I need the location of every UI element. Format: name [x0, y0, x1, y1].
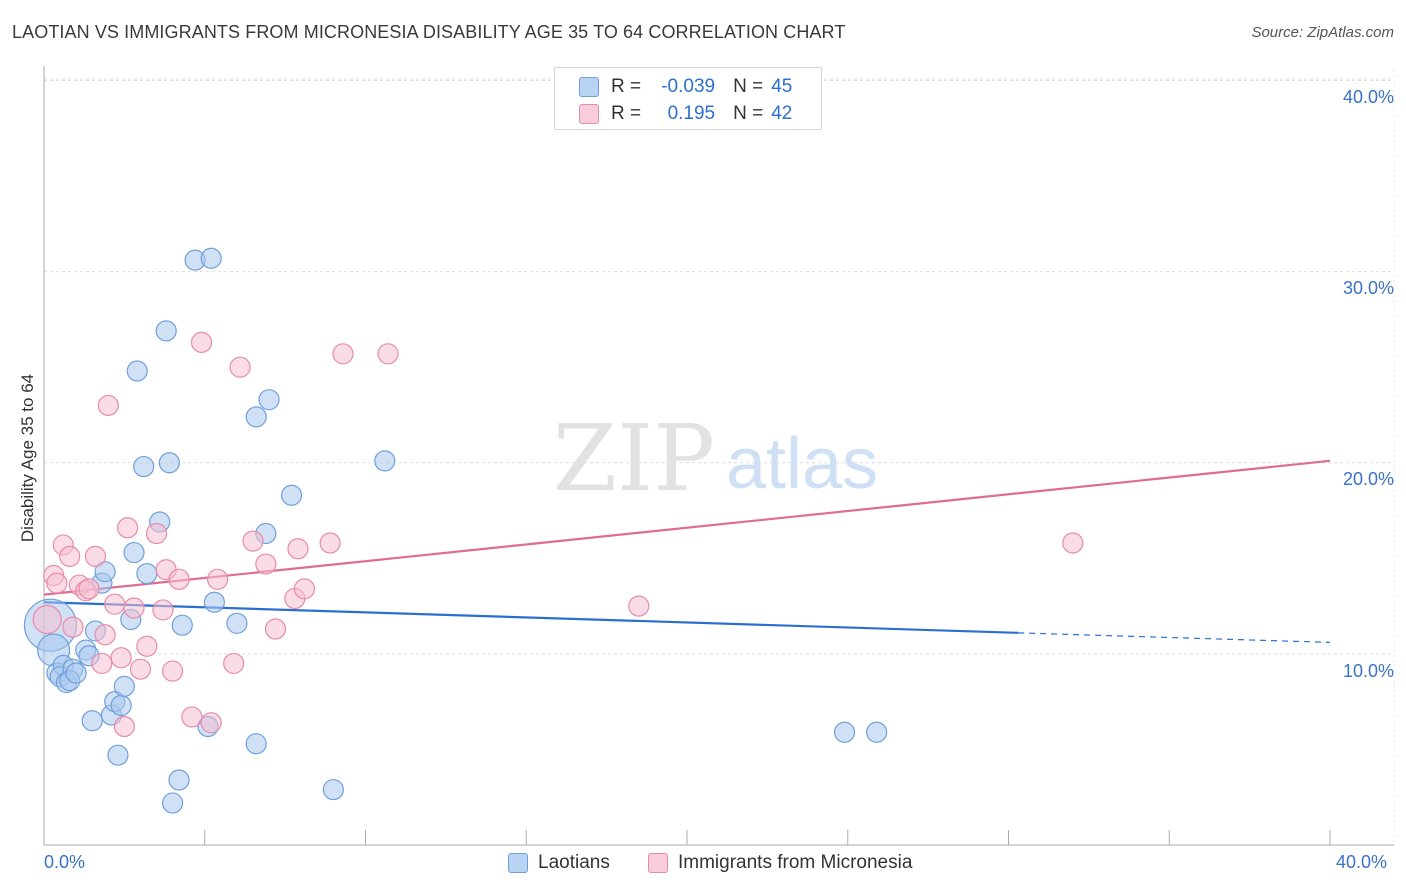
point-laotians [280, 484, 303, 506]
point-micronesia [94, 624, 116, 646]
x-tick-label-min: 0.0% [44, 852, 86, 872]
point-laotians [113, 675, 135, 697]
point-micronesia [168, 568, 190, 590]
legend-r-label: R = [611, 76, 642, 97]
point-micronesia [110, 647, 132, 669]
point-micronesia [332, 343, 354, 365]
point-laotians [162, 792, 184, 814]
point-micronesia [223, 652, 245, 675]
point-micronesia [129, 658, 152, 680]
legend-swatch-pink [579, 104, 599, 124]
point-laotians [81, 710, 103, 732]
legend-item-laotians[interactable]: Laotians [508, 852, 610, 874]
point-micronesia [91, 652, 113, 675]
point-laotians [374, 450, 396, 472]
point-micronesia [190, 331, 213, 353]
y-tick-label-20: 20.0% [1342, 469, 1394, 489]
point-micronesia [1062, 532, 1084, 554]
legend-swatch-blue [579, 77, 599, 97]
legend-swatch-blue [508, 853, 528, 873]
chart-title: LAOTIAN VS IMMIGRANTS FROM MICRONESIA DI… [12, 22, 846, 42]
legend-label-laotians: Laotians [538, 852, 610, 873]
legend-label-micronesia: Immigrants from Micronesia [678, 852, 913, 873]
point-laotians [833, 721, 856, 743]
legend-n-label: N = [733, 103, 764, 124]
point-micronesia [200, 712, 222, 734]
point-micronesia [104, 593, 126, 615]
point-laotians [245, 733, 267, 755]
point-micronesia [78, 578, 100, 600]
legend-swatch-pink [648, 853, 668, 873]
point-laotians [136, 563, 158, 585]
point-micronesia [123, 597, 145, 619]
legend-row-micronesia: R = 0.195 N = 42 [579, 102, 792, 126]
point-micronesia [181, 706, 203, 728]
point-micronesia [116, 517, 139, 539]
legend-r-value: -0.039 [661, 76, 716, 97]
point-micronesia [319, 532, 341, 554]
point-micronesia [59, 545, 81, 568]
point-micronesia [84, 545, 107, 568]
point-micronesia [229, 356, 251, 378]
watermark-atlas: atlas [726, 424, 878, 504]
point-laotians [171, 614, 193, 636]
point-laotians [110, 694, 132, 717]
y-tick-label-30: 30.0% [1342, 278, 1394, 298]
point-micronesia [293, 578, 316, 600]
point-micronesia [377, 343, 399, 365]
trend-line-micronesia [43, 459, 1331, 596]
series-legend: Laotians Immigrants from Micronesia [0, 852, 1406, 878]
point-micronesia [145, 522, 168, 545]
legend-item-micronesia[interactable]: Immigrants from Micronesia [648, 852, 912, 874]
point-micronesia [152, 599, 174, 621]
point-laotians [158, 452, 180, 474]
legend-n-value: 42 [771, 103, 793, 124]
point-micronesia [242, 530, 264, 552]
point-laotians [155, 320, 177, 342]
point-laotians [245, 406, 267, 428]
point-laotians [126, 360, 148, 382]
point-laotians [200, 247, 222, 269]
point-micronesia [32, 604, 62, 635]
source-label: Source: ZipAtlas.com [1251, 24, 1394, 41]
point-micronesia [207, 568, 229, 590]
y-tick-label-40: 40.0% [1342, 87, 1394, 107]
point-laotians [258, 389, 280, 411]
point-micronesia [97, 394, 119, 417]
point-micronesia [113, 715, 135, 738]
point-laotians [226, 612, 248, 634]
legend-row-laotians: R = -0.039 N = 45 [579, 75, 792, 99]
legend-r-value: 0.195 [667, 103, 716, 124]
point-laotians [65, 662, 87, 684]
point-micronesia [62, 616, 84, 638]
point-laotians [107, 744, 129, 766]
legend-n-label: N = [733, 76, 764, 97]
point-micronesia [162, 660, 184, 682]
correlation-legend: R = -0.039 N = 45 R = 0.195 N = 42 [554, 67, 822, 130]
point-laotians [133, 455, 155, 478]
x-tick-label-max: 40.0% [1336, 852, 1388, 872]
watermark-zip: ZIP [553, 405, 715, 512]
point-laotians [168, 769, 190, 791]
point-laotians [123, 541, 145, 564]
legend-r-label: R = [611, 103, 642, 124]
y-tick-label-10: 10.0% [1342, 661, 1394, 681]
point-laotians [866, 721, 888, 743]
point-micronesia [287, 538, 309, 560]
point-micronesia [46, 572, 68, 594]
point-laotians [322, 778, 344, 801]
legend-n-value: 45 [771, 76, 793, 97]
point-micronesia [264, 618, 287, 640]
point-laotians [94, 561, 116, 583]
point-micronesia [628, 595, 650, 617]
point-laotians [203, 591, 225, 613]
trend-line-laotians-extension [1018, 632, 1331, 644]
point-micronesia [136, 635, 158, 657]
watermark: ZIP atlas [553, 405, 878, 512]
point-micronesia [255, 553, 277, 575]
